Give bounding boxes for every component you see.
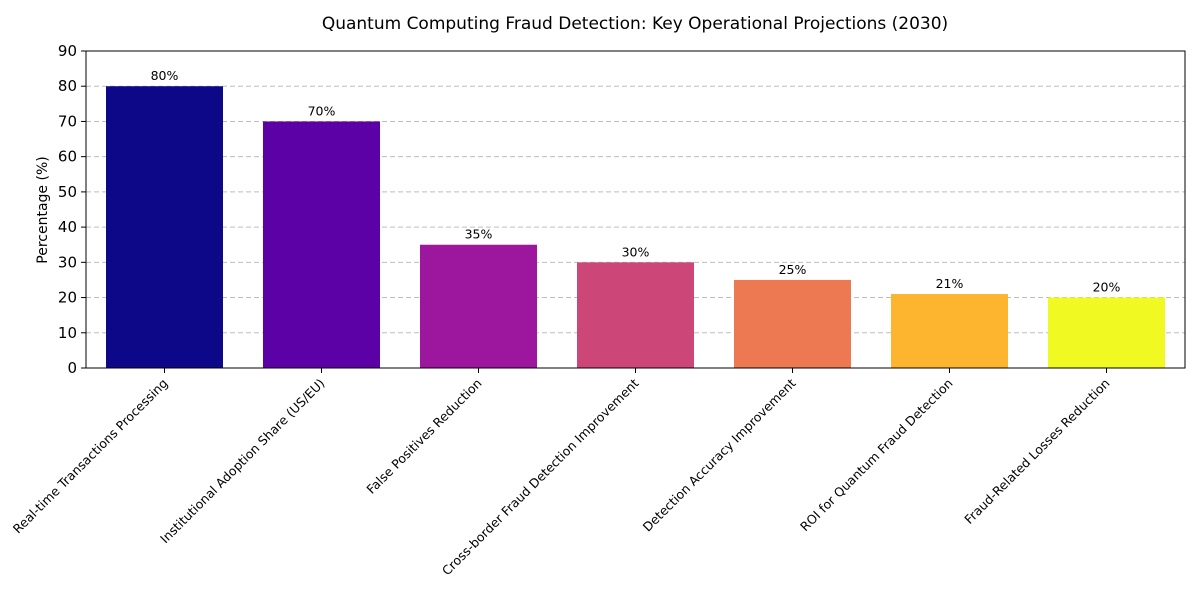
- x-axis: Real-time Transactions ProcessingInstitu…: [10, 368, 1113, 578]
- y-tick-label: 90: [58, 42, 77, 60]
- data-label: 35%: [465, 227, 493, 242]
- data-label: 21%: [936, 276, 964, 291]
- y-axis: 0 10 20 30 40 50 60 70 80 90: [58, 42, 86, 377]
- bar: [106, 86, 223, 368]
- y-tick-label: 50: [58, 183, 77, 201]
- x-tick-label: False Positives Reduction: [363, 376, 484, 497]
- bar: [420, 244, 537, 368]
- y-tick-label: 20: [58, 289, 77, 307]
- x-tick-label: ROI for Quantum Fraud Detection: [797, 376, 956, 535]
- y-tick-label: 60: [58, 148, 77, 166]
- data-label: 30%: [622, 244, 650, 259]
- x-tick-label: Real-time Transactions Processing: [10, 376, 171, 537]
- y-tick-label: 0: [67, 359, 77, 377]
- bar: [577, 262, 694, 368]
- data-label: 80%: [151, 68, 179, 83]
- chart-title: Quantum Computing Fraud Detection: Key O…: [322, 14, 948, 34]
- bar: [1048, 297, 1165, 368]
- y-axis-label: Percentage (%): [35, 156, 51, 263]
- y-tick-label: 30: [58, 253, 77, 271]
- y-tick-label: 10: [58, 324, 77, 342]
- y-tick-label: 70: [58, 112, 77, 130]
- bar: [734, 279, 851, 368]
- y-tick-label: 40: [58, 218, 77, 236]
- data-label: 20%: [1093, 280, 1121, 295]
- data-labels: 80% 70% 35% 30% 25% 21% 20%: [151, 68, 1121, 294]
- x-tick-label: Fraud-Related Losses Reduction: [961, 376, 1112, 527]
- bar: [891, 294, 1008, 368]
- x-tick-label: Detection Accuracy Improvement: [640, 375, 799, 534]
- x-tick-label: Cross-border Fraud Detection Improvement: [439, 375, 642, 578]
- y-tick-label: 80: [58, 77, 77, 95]
- data-label: 70%: [308, 103, 336, 118]
- bars: [106, 86, 1165, 368]
- x-tick-label: Institutional Adoption Share (US/EU): [157, 376, 328, 547]
- data-label: 25%: [779, 262, 807, 277]
- bar: [263, 121, 380, 368]
